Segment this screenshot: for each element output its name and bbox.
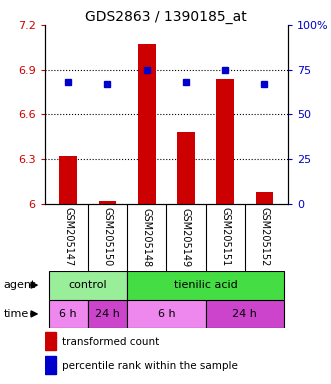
Bar — [127, 271, 284, 300]
Text: GSM205149: GSM205149 — [181, 208, 191, 266]
Text: GSM205147: GSM205147 — [63, 207, 73, 267]
Text: GDS2863 / 1390185_at: GDS2863 / 1390185_at — [85, 10, 246, 23]
Text: 24 h: 24 h — [95, 309, 120, 319]
Bar — [256, 192, 273, 204]
Bar — [45, 356, 56, 374]
Text: agent: agent — [3, 280, 36, 290]
Bar — [127, 300, 206, 328]
Text: time: time — [3, 309, 28, 319]
Bar — [138, 44, 156, 204]
Bar — [206, 300, 284, 328]
Bar — [216, 79, 234, 204]
Bar — [177, 132, 195, 204]
Text: GSM205151: GSM205151 — [220, 207, 230, 267]
Text: transformed count: transformed count — [62, 337, 159, 347]
Text: 6 h: 6 h — [60, 309, 77, 319]
Bar — [49, 300, 88, 328]
Bar — [88, 300, 127, 328]
Bar — [59, 156, 77, 204]
Text: GSM205150: GSM205150 — [103, 207, 113, 267]
Text: GSM205152: GSM205152 — [260, 207, 269, 267]
Bar — [49, 271, 127, 300]
Text: control: control — [69, 280, 107, 290]
Text: 6 h: 6 h — [158, 309, 175, 319]
Bar — [99, 200, 116, 204]
Text: tienilic acid: tienilic acid — [174, 280, 237, 290]
Text: 24 h: 24 h — [232, 309, 257, 319]
Text: percentile rank within the sample: percentile rank within the sample — [62, 361, 238, 371]
Text: GSM205148: GSM205148 — [142, 208, 152, 266]
Bar — [45, 332, 56, 350]
